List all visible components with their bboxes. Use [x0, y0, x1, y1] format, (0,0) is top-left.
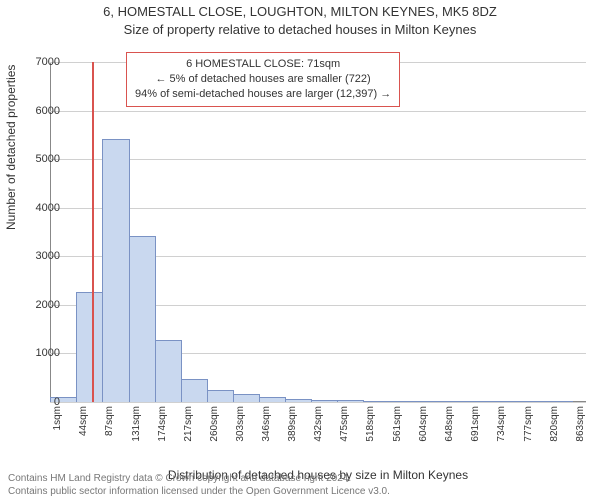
histogram-bar	[181, 379, 208, 402]
x-tick-label: 346sqm	[261, 406, 272, 446]
gridline	[50, 402, 586, 403]
x-tick-label: 389sqm	[287, 406, 298, 446]
y-tick-label: 7000	[4, 56, 60, 68]
histogram-bar	[520, 401, 547, 402]
x-tick-label: 217sqm	[183, 406, 194, 446]
x-tick-label: 648sqm	[444, 406, 455, 446]
x-tick-label: 303sqm	[235, 406, 246, 446]
gridline	[50, 111, 586, 112]
histogram-bar	[259, 397, 286, 402]
histogram-bar	[311, 400, 338, 402]
x-tick-label: 475sqm	[339, 406, 350, 446]
chart-container: 6, HOMESTALL CLOSE, LOUGHTON, MILTON KEY…	[0, 0, 600, 500]
x-tick-label: 820sqm	[549, 406, 560, 446]
histogram-bar	[155, 340, 182, 402]
x-tick-label: 260sqm	[209, 406, 220, 446]
histogram-bar	[233, 394, 260, 402]
x-tick-label: 1sqm	[52, 406, 63, 446]
annotation-line2: ← 5% of detached houses are smaller (722…	[135, 72, 391, 87]
annotation-line1: 6 HOMESTALL CLOSE: 71sqm	[135, 57, 391, 72]
x-tick-label: 734sqm	[496, 406, 507, 446]
footer-line2: Contains public sector information licen…	[8, 485, 390, 498]
x-tick-label: 44sqm	[78, 406, 89, 446]
histogram-bar	[207, 390, 234, 402]
histogram-bar	[442, 401, 469, 402]
y-tick-label: 2000	[4, 299, 60, 311]
annotation-line3: 94% of semi-detached houses are larger (…	[135, 87, 391, 102]
x-tick-label: 432sqm	[313, 406, 324, 446]
y-tick-label: 6000	[4, 105, 60, 117]
chart-title-line1: 6, HOMESTALL CLOSE, LOUGHTON, MILTON KEY…	[0, 4, 600, 19]
histogram-bar	[494, 401, 521, 402]
plot-area: 6 HOMESTALL CLOSE: 71sqm ← 5% of detache…	[50, 42, 586, 422]
histogram-bar	[285, 399, 312, 402]
histogram-bar	[415, 401, 442, 402]
y-tick-label: 4000	[4, 202, 60, 214]
footer-line1: Contains HM Land Registry data © Crown c…	[8, 472, 390, 485]
gridline	[50, 159, 586, 160]
x-tick-label: 174sqm	[157, 406, 168, 446]
x-tick-label: 518sqm	[365, 406, 376, 446]
histogram-bar	[389, 401, 416, 402]
chart-title-line2: Size of property relative to detached ho…	[0, 22, 600, 37]
histogram-bar	[546, 401, 573, 402]
x-tick-label: 863sqm	[575, 406, 586, 446]
gridline	[50, 208, 586, 209]
property-marker-line	[92, 62, 94, 402]
footer-attribution: Contains HM Land Registry data © Crown c…	[8, 472, 390, 498]
annotation-box: 6 HOMESTALL CLOSE: 71sqm ← 5% of detache…	[126, 52, 400, 107]
x-tick-label: 691sqm	[470, 406, 481, 446]
y-tick-label: 3000	[4, 250, 60, 262]
histogram-bar	[337, 400, 364, 402]
x-tick-label: 131sqm	[131, 406, 142, 446]
histogram-bar	[363, 401, 390, 402]
histogram-bar	[76, 292, 103, 402]
x-tick-label: 561sqm	[392, 406, 403, 446]
y-tick-label: 5000	[4, 153, 60, 165]
histogram-bar	[102, 139, 129, 402]
x-tick-label: 87sqm	[104, 406, 115, 446]
histogram-bar	[468, 401, 495, 402]
x-tick-label: 777sqm	[523, 406, 534, 446]
histogram-bar	[129, 236, 156, 402]
y-tick-label: 1000	[4, 347, 60, 359]
x-tick-label: 604sqm	[418, 406, 429, 446]
